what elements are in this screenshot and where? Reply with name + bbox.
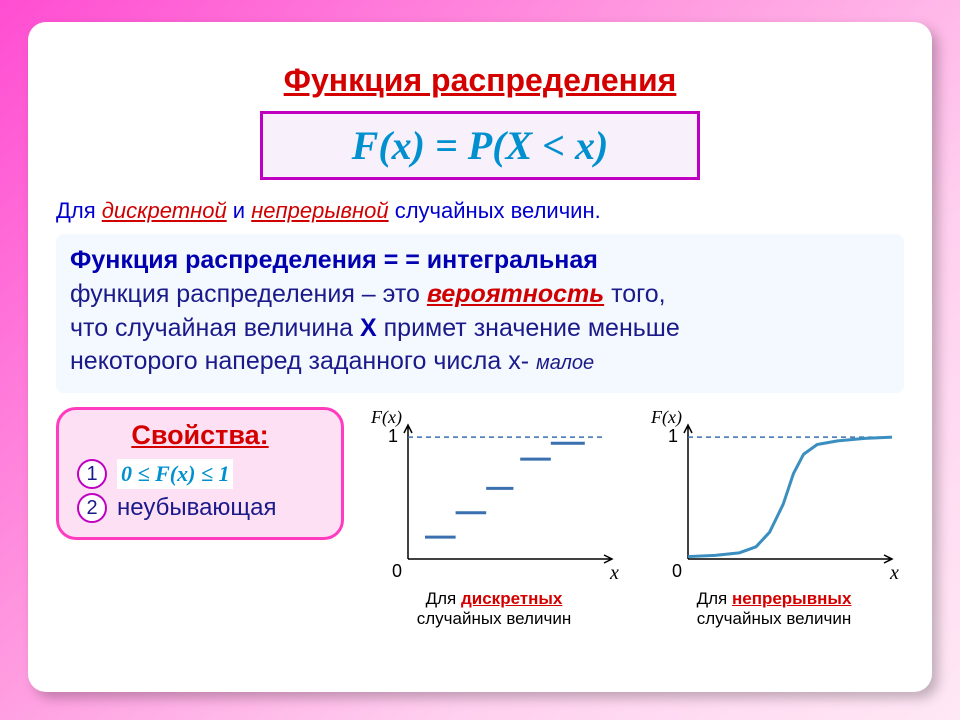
chart-continuous: F(x)1 0 x <box>644 407 904 587</box>
properties-title: Свойства: <box>77 420 323 451</box>
svg-text:1: 1 <box>668 426 678 446</box>
svg-text:F(x): F(x) <box>650 407 682 428</box>
svg-text:0: 0 <box>392 561 402 581</box>
def-line3b: примет значение меньше <box>377 314 680 342</box>
subline-pre: Для <box>56 198 102 223</box>
property-1: 1 0 ≤ F(x) ≤ 1 <box>77 459 323 489</box>
caption-continuous: Для непрерывных случайных величин <box>644 589 904 630</box>
definition-block: Функция распределения = = интегральная ф… <box>56 234 904 393</box>
subline-mid: и <box>227 198 252 223</box>
def-line3a: что случайная величина <box>70 314 360 342</box>
svg-text:x: x <box>889 562 899 584</box>
chart-discrete: F(x)1 0 x <box>364 407 624 587</box>
def-line2a: функция распределения – это <box>70 280 427 308</box>
prop1-formula: 0 ≤ F(x) ≤ 1 <box>117 459 233 489</box>
subline-discrete: дискретной <box>102 198 227 223</box>
def-line1: Функция распределения = = интегральная <box>70 246 598 274</box>
chart-discrete-wrap: F(x)1 0 x Для дискретных случайных величин <box>364 407 624 630</box>
svg-text:0: 0 <box>672 561 682 581</box>
def-line2b: того, <box>604 280 665 308</box>
subline-continuous: непрерывной <box>251 198 388 223</box>
properties-box: Свойства: 1 0 ≤ F(x) ≤ 1 2 неубывающая <box>56 407 344 540</box>
svg-text:x: x <box>609 562 619 584</box>
subline-suf: случайных величин. <box>389 198 601 223</box>
subtitle-line: Для дискретной и непрерывной случайных в… <box>56 198 904 224</box>
caption-discrete-line2: случайных величин <box>417 609 571 628</box>
prop2-text: неубывающая <box>117 494 277 522</box>
caption-continuous-line2: случайных величин <box>697 609 851 628</box>
prop1-number-icon: 1 <box>77 459 107 489</box>
caption-continuous-word: непрерывных <box>732 589 851 608</box>
def-emph-probability: вероятность <box>427 280 604 308</box>
chart-continuous-wrap: F(x)1 0 x Для непрерывных случайных величи… <box>644 407 904 630</box>
main-formula-box: F(x) = P(X < x) <box>260 111 700 180</box>
def-small: малое <box>536 352 594 374</box>
slide-card: Функция распределения F(x) = P(X < x) Дл… <box>28 22 932 692</box>
property-2: 2 неубывающая <box>77 493 323 523</box>
svg-text:F(x): F(x) <box>370 407 402 428</box>
caption-discrete-word: дискретных <box>461 589 562 608</box>
caption-discrete: Для дискретных случайных величин <box>364 589 624 630</box>
main-formula: F(x) = P(X < x) <box>352 123 609 168</box>
svg-text:1: 1 <box>388 426 398 446</box>
bottom-row: Свойства: 1 0 ≤ F(x) ≤ 1 2 неубывающая F… <box>56 407 904 630</box>
page-title: Функция распределения <box>56 62 904 99</box>
def-line4a: некоторого наперед заданного числа x- <box>70 347 536 375</box>
def-X: X <box>360 314 377 342</box>
prop2-number-icon: 2 <box>77 493 107 523</box>
